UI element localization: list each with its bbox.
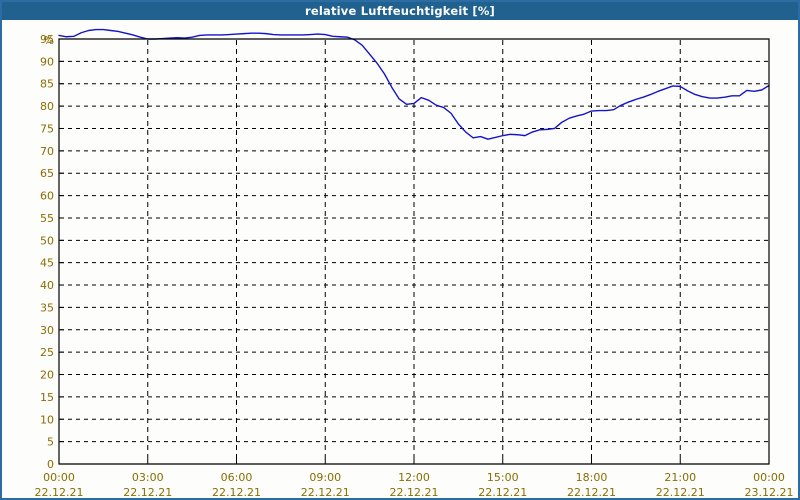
x-tick-date-label: 22.12.21: [478, 486, 527, 498]
x-tick-time-label: 03:00: [132, 471, 164, 484]
x-tick-time-label: 12:00: [398, 471, 430, 484]
x-tick-date-label: 22.12.21: [35, 486, 84, 498]
y-tick-label: 45: [40, 257, 54, 270]
y-tick-label: 75: [40, 122, 54, 135]
x-tick-date-label: 22.12.21: [567, 486, 616, 498]
plot-frame: [58, 38, 770, 465]
y-tick-label: 30: [40, 324, 54, 337]
line-chart: 0 5 10 15 20 25 30 35 40 45 50 55 60 65 70 75 80 85 90 95 0…: [35, 28, 794, 498]
y-tick-label: 85: [40, 78, 54, 91]
y-tick-label: 70: [40, 145, 54, 158]
humidity-series-line: [58, 28, 770, 140]
x-tick-time-label: 09:00: [309, 471, 341, 484]
y-tick-label: 20: [40, 369, 54, 382]
y-tick-label: 55: [40, 212, 54, 225]
y-tick-label: 35: [40, 301, 54, 314]
chart-canvas: 0 5 10 15 20 25 30 35 40 45 50 55 60 65 70 75 80 85 90 95 0…: [2, 20, 798, 498]
x-tick-date-label: 22.12.21: [212, 486, 261, 498]
y-tick-label: 40: [40, 279, 54, 292]
y-tick-label: 15: [40, 391, 54, 404]
y-tick-label: 5: [47, 436, 54, 449]
y-tick-label: 10: [40, 413, 54, 426]
y-axis-unit-label: %: [44, 34, 54, 47]
y-tick-label: 25: [40, 346, 54, 359]
y-tick-label: 60: [40, 190, 54, 203]
y-tick-label: 65: [40, 167, 54, 180]
x-tick-time-label: 15:00: [487, 471, 519, 484]
y-tick-marks: [59, 38, 64, 465]
x-tick-date-label: 22.12.21: [123, 486, 172, 498]
x-tick-time-label: 18:00: [576, 471, 608, 484]
x-tick-time-label: 21:00: [664, 471, 696, 484]
y-tick-label: 95: [40, 33, 54, 46]
x-tick-date-label: 22.12.21: [301, 486, 350, 498]
x-gridlines: [147, 40, 681, 463]
window-title: relative Luftfeuchtigkeit [%]: [2, 2, 798, 20]
y-tick-labels: 0 5 10 15 20 25 30 35 40 45 50 55 60 65 70 75 80 85 90 95: [40, 33, 54, 471]
x-tick-labels: 00:00 22.12.21 03:00 22.12.21 06:00 22.12.21 0…: [35, 471, 794, 498]
y-tick-label: 90: [40, 55, 54, 68]
x-tick-date-label: 22.12.21: [656, 486, 705, 498]
x-tick-time-label: 00:00: [43, 471, 75, 484]
x-tick-date-label: 23.12.21: [745, 486, 794, 498]
y-tick-label: 50: [40, 234, 54, 247]
x-tick-date-label: 22.12.21: [390, 486, 439, 498]
y-tick-label: 0: [47, 458, 54, 471]
x-tick-time-label: 00:00: [753, 471, 785, 484]
y-tick-label: 80: [40, 100, 54, 113]
x-tick-time-label: 06:00: [221, 471, 253, 484]
